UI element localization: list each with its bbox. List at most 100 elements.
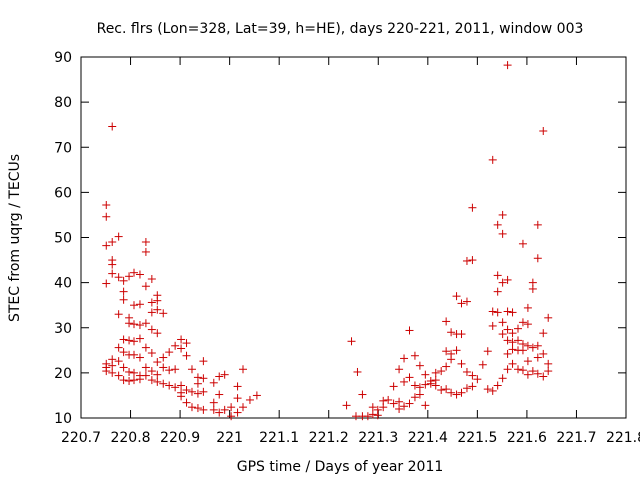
data-point bbox=[452, 346, 461, 355]
data-point bbox=[209, 405, 218, 414]
data-point bbox=[503, 61, 512, 70]
data-point bbox=[252, 391, 261, 400]
data-point bbox=[114, 310, 123, 319]
data-point bbox=[498, 210, 507, 219]
data-point bbox=[447, 328, 456, 337]
data-point bbox=[114, 273, 123, 282]
data-points bbox=[102, 61, 553, 421]
data-point bbox=[395, 365, 404, 374]
data-point bbox=[442, 347, 451, 356]
y-tick-label: 40 bbox=[54, 276, 72, 292]
y-tick-label: 20 bbox=[54, 366, 72, 382]
data-point bbox=[153, 296, 162, 305]
data-point bbox=[405, 326, 414, 335]
data-point bbox=[353, 367, 362, 376]
data-point bbox=[415, 361, 424, 370]
data-point bbox=[108, 361, 117, 370]
data-point bbox=[147, 325, 156, 334]
data-point bbox=[373, 411, 382, 420]
data-point bbox=[108, 269, 117, 278]
data-point bbox=[528, 284, 537, 293]
x-tick-label: 221.1 bbox=[259, 430, 299, 446]
data-point bbox=[171, 383, 180, 392]
x-tick-label: 221.6 bbox=[507, 430, 547, 446]
data-point bbox=[395, 404, 404, 413]
data-point bbox=[442, 317, 451, 326]
data-point bbox=[493, 308, 502, 317]
data-point bbox=[483, 347, 492, 356]
data-point bbox=[431, 368, 440, 377]
data-point bbox=[533, 220, 542, 229]
data-point bbox=[159, 353, 168, 362]
data-point bbox=[215, 390, 224, 399]
x-axis-label: GPS time / Days of year 2011 bbox=[237, 459, 444, 475]
data-point bbox=[147, 308, 156, 317]
data-point bbox=[498, 278, 507, 287]
data-point bbox=[102, 201, 111, 210]
data-point bbox=[368, 403, 377, 412]
data-point bbox=[523, 320, 532, 329]
data-point bbox=[141, 371, 150, 380]
y-tick-label: 90 bbox=[54, 50, 72, 66]
data-point bbox=[421, 380, 430, 389]
data-point bbox=[135, 300, 144, 309]
data-point bbox=[165, 381, 174, 390]
data-point bbox=[102, 212, 111, 221]
x-tick-label: 221.3 bbox=[358, 430, 398, 446]
data-point bbox=[199, 387, 208, 396]
data-point bbox=[544, 313, 553, 322]
data-point bbox=[171, 365, 180, 374]
chart-title: Rec. flrs (Lon=328, Lat=39, h=HE), days … bbox=[97, 21, 584, 37]
data-point bbox=[119, 335, 128, 344]
data-point bbox=[119, 363, 128, 372]
data-point bbox=[245, 395, 254, 404]
data-point bbox=[462, 384, 471, 393]
data-point bbox=[141, 238, 150, 247]
data-point bbox=[410, 351, 419, 360]
data-point bbox=[220, 405, 229, 414]
data-point bbox=[437, 386, 446, 395]
data-point bbox=[182, 386, 191, 395]
data-point bbox=[153, 370, 162, 379]
data-point bbox=[114, 357, 123, 366]
data-point bbox=[119, 295, 128, 304]
data-point bbox=[462, 256, 471, 265]
data-point bbox=[533, 341, 542, 350]
data-point bbox=[177, 344, 186, 353]
data-point bbox=[400, 354, 409, 363]
data-point bbox=[147, 275, 156, 284]
data-point bbox=[457, 388, 466, 397]
data-point bbox=[233, 408, 242, 417]
data-point bbox=[199, 405, 208, 414]
data-point bbox=[108, 260, 117, 269]
data-point bbox=[165, 348, 174, 357]
data-point bbox=[503, 325, 512, 334]
y-axis-label: STEC from uqrg / TECUs bbox=[7, 154, 23, 322]
data-point bbox=[108, 368, 117, 377]
data-point bbox=[171, 341, 180, 350]
data-point bbox=[539, 329, 548, 338]
x-tick-label: 220.9 bbox=[160, 430, 200, 446]
data-point bbox=[533, 254, 542, 263]
data-point bbox=[227, 412, 236, 421]
data-point bbox=[544, 367, 553, 376]
data-point bbox=[400, 377, 409, 386]
data-point bbox=[239, 365, 248, 374]
data-point bbox=[400, 402, 409, 411]
data-point bbox=[177, 381, 186, 390]
data-point bbox=[233, 382, 242, 391]
data-point bbox=[153, 305, 162, 314]
y-axis: 10 20 30 40 50 60 70 80 90 bbox=[54, 50, 626, 427]
data-point bbox=[125, 376, 134, 385]
data-point bbox=[108, 122, 117, 131]
data-point bbox=[523, 357, 532, 366]
data-point bbox=[503, 307, 512, 316]
data-point bbox=[523, 341, 532, 350]
data-point bbox=[533, 369, 542, 378]
data-point bbox=[135, 353, 144, 362]
x-tick-label: 221.8 bbox=[606, 430, 640, 446]
y-tick-label: 60 bbox=[54, 185, 72, 201]
data-point bbox=[119, 348, 128, 357]
data-point bbox=[539, 349, 548, 358]
